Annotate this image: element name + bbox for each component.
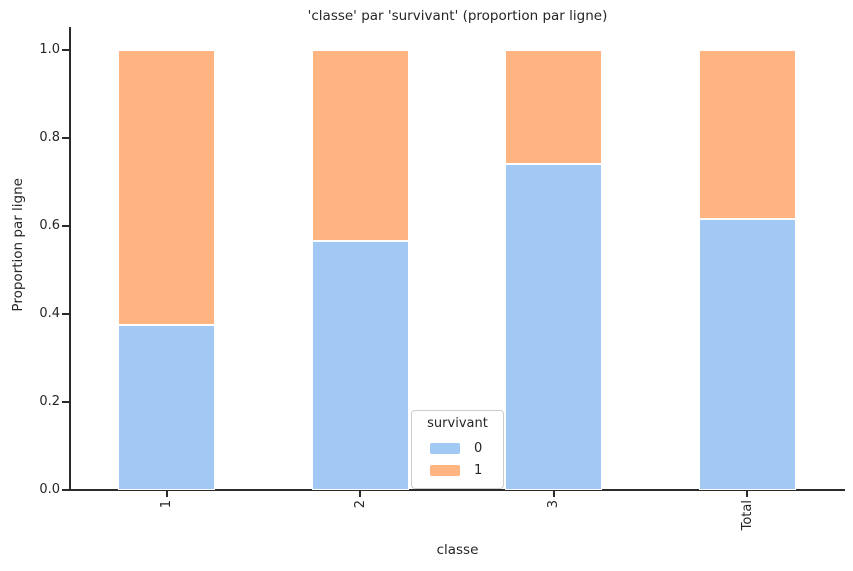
x-tick-label: 1 xyxy=(159,500,175,509)
bar-segment-Total-survivant-1 xyxy=(698,50,796,220)
bar-segment-1-survivant-0 xyxy=(118,325,216,490)
y-tick-label: 0.4 xyxy=(39,306,60,321)
bar-segment-2-survivant-0 xyxy=(311,241,409,490)
y-axis-spine xyxy=(68,27,71,491)
y-tick-label: 0.2 xyxy=(39,394,60,409)
bar-segment-3-survivant-0 xyxy=(505,164,603,490)
legend-title: survivant xyxy=(427,416,488,431)
x-axis-spine xyxy=(68,488,845,491)
bar-segment-Total-survivant-0 xyxy=(698,219,796,490)
legend-swatch-0 xyxy=(430,442,460,454)
x-tick-mark xyxy=(165,490,168,497)
y-axis-label: Proportion par ligne xyxy=(10,178,26,312)
y-tick-mark xyxy=(62,401,69,403)
x-tick-label: 3 xyxy=(546,500,562,509)
x-tick-label: 2 xyxy=(352,500,368,509)
y-tick-label: 0.0 xyxy=(39,482,60,497)
x-tick-mark xyxy=(552,490,555,497)
x-tick-label: Total xyxy=(739,500,755,531)
bar-segment-1-survivant-1 xyxy=(118,50,216,325)
y-tick-label: 0.8 xyxy=(39,130,60,145)
legend-entry: 0 xyxy=(420,437,495,459)
legend-entry-label: 1 xyxy=(474,462,483,478)
y-tick-mark xyxy=(62,313,69,315)
y-tick-mark xyxy=(62,489,69,491)
legend-entry: 1 xyxy=(420,459,495,481)
bar-segment-3-survivant-1 xyxy=(505,50,603,165)
y-tick-label: 1.0 xyxy=(39,42,60,57)
chart-title: 'classe' par 'survivant' (proportion par… xyxy=(307,8,608,24)
y-tick-mark xyxy=(62,225,69,227)
x-tick-mark xyxy=(746,490,749,497)
y-tick-mark xyxy=(62,137,69,139)
legend-swatch-1 xyxy=(430,464,460,476)
x-tick-mark xyxy=(359,490,362,497)
legend-entry-label: 0 xyxy=(474,440,483,456)
y-tick-mark xyxy=(62,49,69,51)
bar-segment-2-survivant-1 xyxy=(311,50,409,242)
x-axis-label: classe xyxy=(436,542,479,558)
y-tick-label: 0.6 xyxy=(39,218,60,233)
